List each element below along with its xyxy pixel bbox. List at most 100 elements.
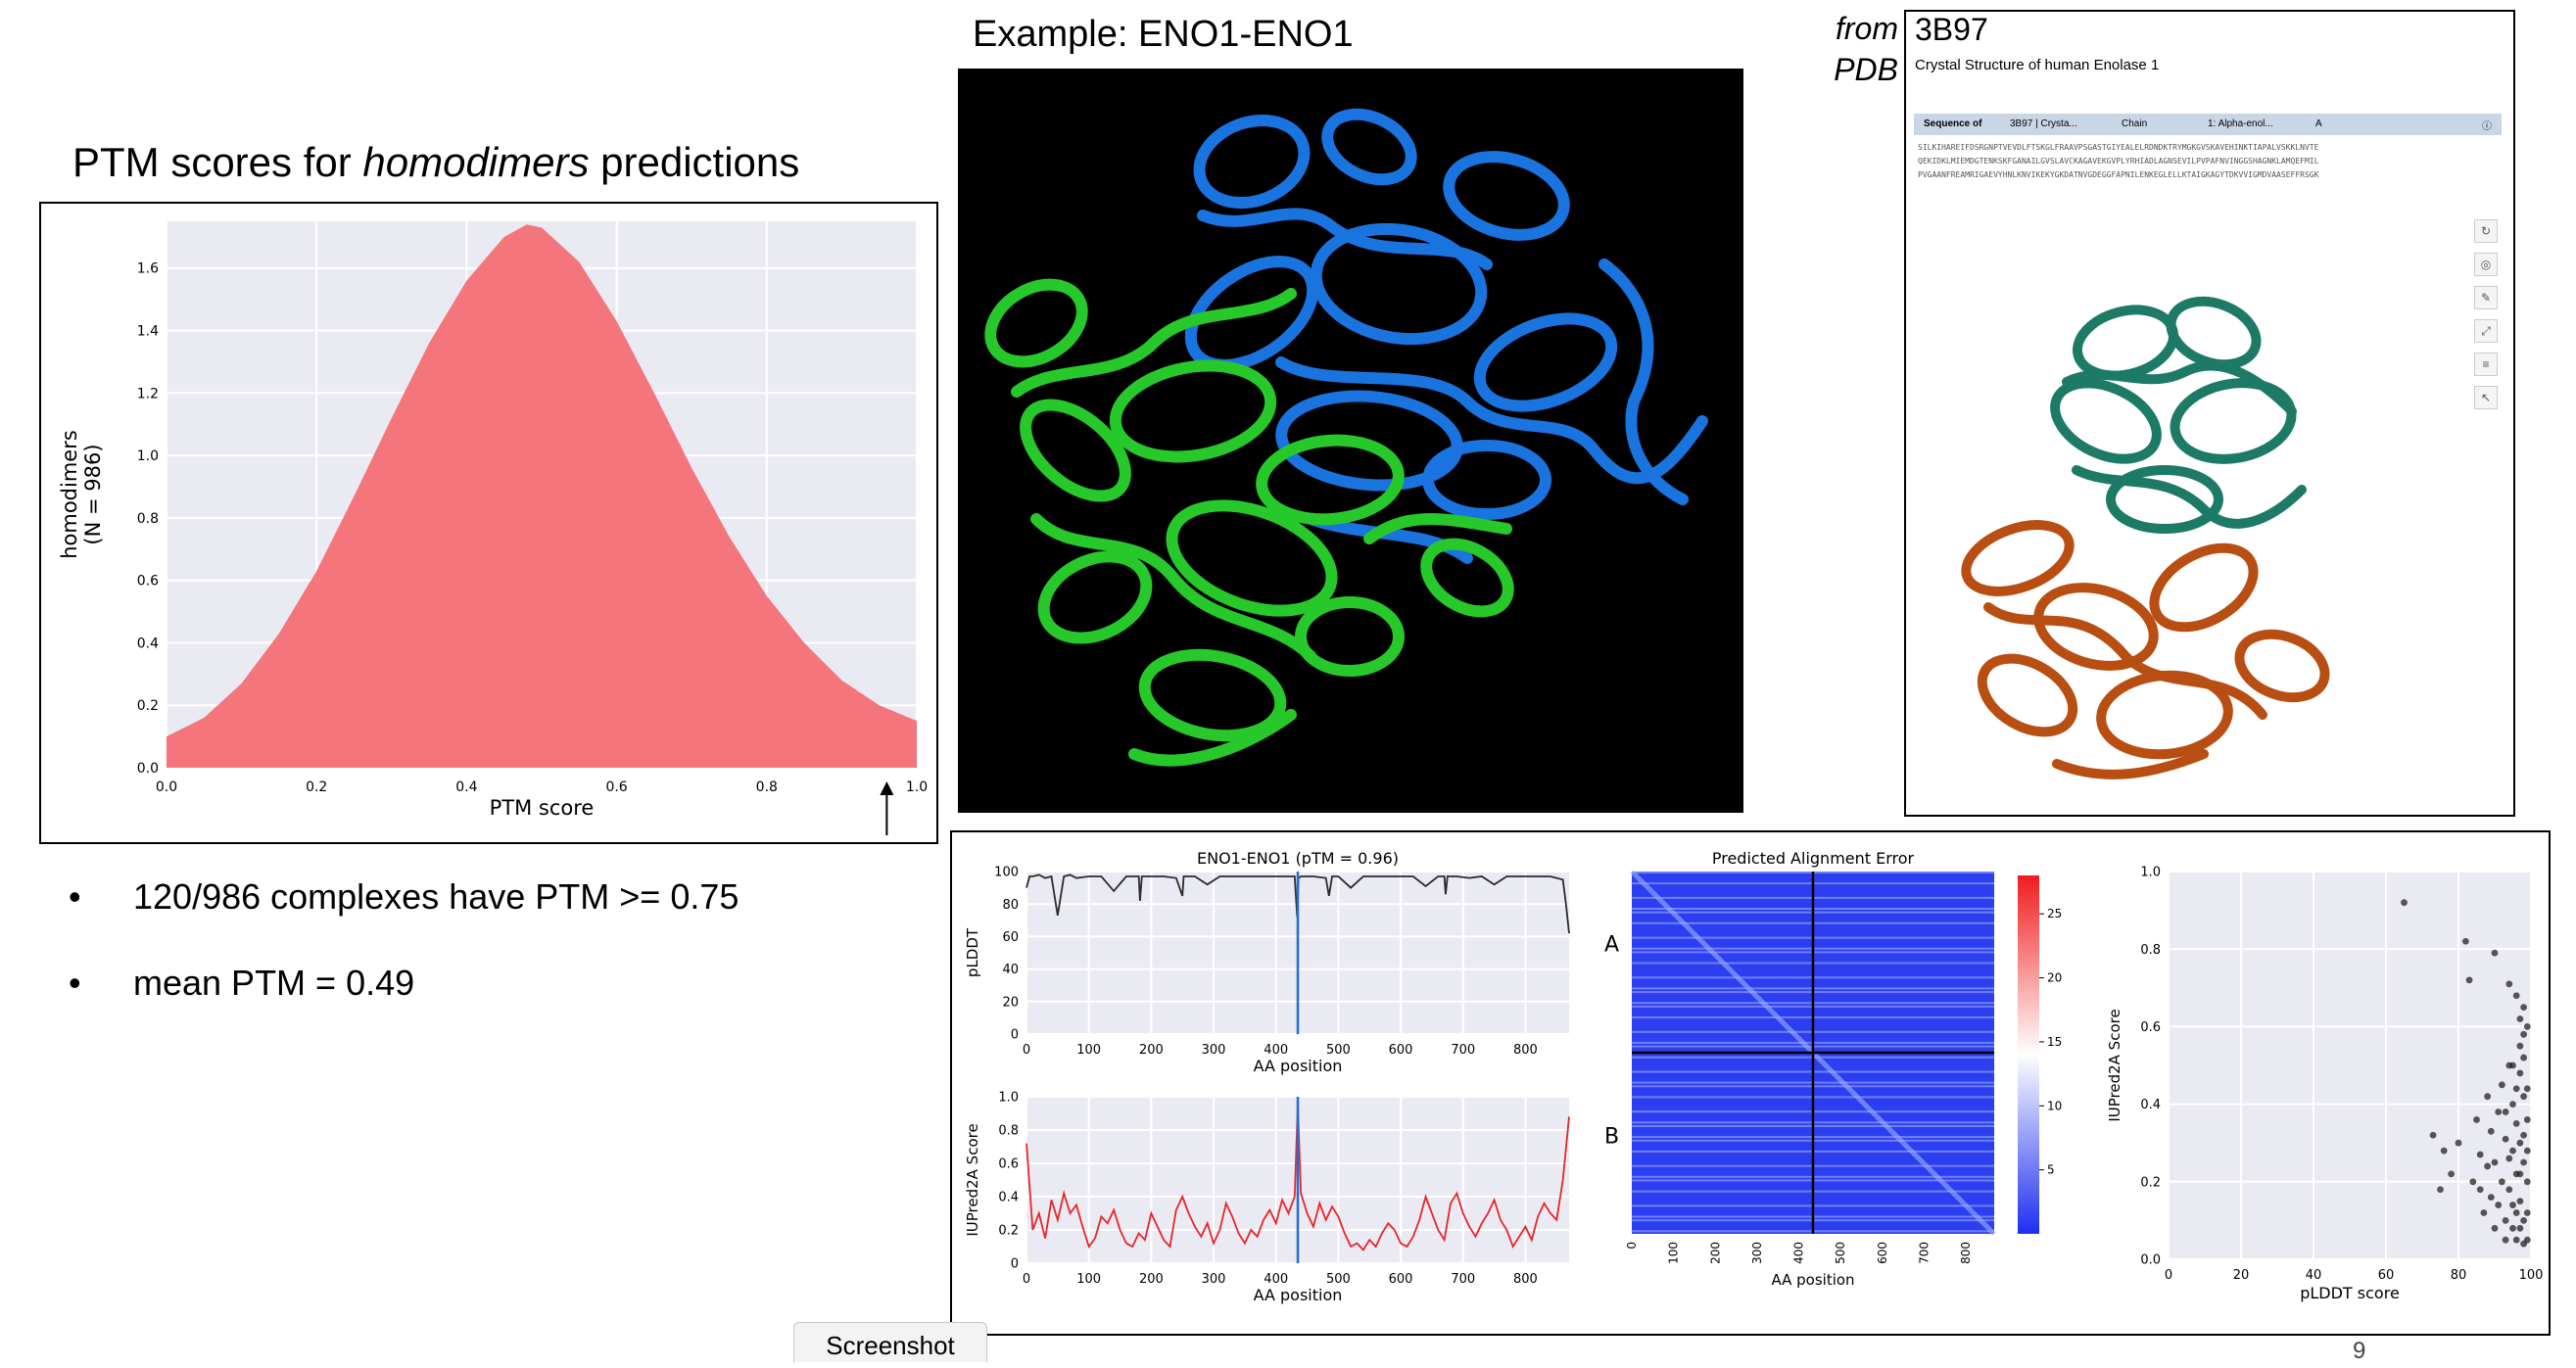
scatter-point <box>2512 992 2520 1000</box>
y-axis-label-line1: homodimers <box>58 430 81 559</box>
x-axis-label: AA position <box>1771 1271 1854 1289</box>
help-icon[interactable]: ⓘ <box>2482 121 2492 132</box>
x-axis-label: PTM score <box>490 796 595 820</box>
scatter-point <box>2523 1116 2531 1123</box>
x-tick-label: 700 <box>1451 1043 1475 1058</box>
scatter-point <box>2516 1139 2524 1147</box>
bullet-mean-ptm: mean PTM = 0.49 <box>69 963 739 1012</box>
chart-title: ENO1-ENO1 (pTM = 0.96) <box>1197 849 1399 868</box>
y-tick-label: 60 <box>1002 930 1019 945</box>
scatter-point <box>2429 1131 2437 1139</box>
wrench-icon[interactable]: ✎ <box>2474 286 2498 309</box>
y-tick-label: 1.2 <box>137 386 159 401</box>
x-tick-label: 0 <box>2165 1268 2172 1283</box>
x-tick-label: 80 <box>2451 1268 2467 1283</box>
y-axis-label-line2: (N = 986) <box>81 444 105 544</box>
x-tick-label: 400 <box>1792 1242 1806 1264</box>
entity-select[interactable]: 1: Alpha-enol... <box>2208 118 2273 129</box>
x-tick-label: 0 <box>1023 1043 1030 1058</box>
x-tick-label: 100 <box>1076 1272 1101 1287</box>
prediction-summary-panel: 0 100 200 300 400 500 600 700 800 0 20 40 60 80 100 AA … <box>950 830 2551 1336</box>
scatter-point <box>2512 1236 2520 1244</box>
y-tick-label: 1.4 <box>137 324 159 340</box>
scatter-point <box>2505 980 2513 988</box>
density-area <box>167 224 917 768</box>
chain-green-ribbon <box>984 278 1514 767</box>
scatter-point <box>2509 1224 2516 1232</box>
scatter-point <box>2520 1217 2527 1224</box>
asym-select[interactable]: A <box>2315 118 2322 129</box>
scatter-point <box>2520 1131 2527 1139</box>
predicted-structure-image <box>958 69 1743 813</box>
ptm-density-chart: 0.0 0.2 0.4 0.6 0.8 1.0 0.0 0.2 0.4 0.6 0.8 1.0 1.2 1… <box>58 221 928 835</box>
settings-icon[interactable]: ≡ <box>2474 353 2498 376</box>
x-tick-label: 300 <box>1202 1043 1226 1058</box>
scatter-point <box>2516 1224 2524 1232</box>
scatter-point <box>2523 1147 2531 1155</box>
x-tick-label: 0.6 <box>605 779 627 795</box>
scatter-point <box>2509 1061 2516 1069</box>
ptm-density-chart-panel: 0.0 0.2 0.4 0.6 0.8 1.0 0.0 0.2 0.4 0.6 0.8 1.0 1.2 1… <box>39 202 938 844</box>
reset-view-icon[interactable]: ↻ <box>2474 219 2498 243</box>
expand-icon[interactable]: ⤢ <box>2474 319 2498 343</box>
x-tick-label: 0.0 <box>156 779 177 795</box>
scatter-point <box>2523 1023 2531 1030</box>
x-tick-label: 300 <box>1750 1242 1764 1264</box>
scatter-point <box>2476 1186 2484 1194</box>
y-tick-label: 1.6 <box>137 261 159 277</box>
example-title: Example: ENO1-ENO1 <box>973 14 1354 55</box>
x-tick-label: 700 <box>1451 1272 1475 1287</box>
scatter-point <box>2455 1139 2462 1147</box>
x-axis-label: AA position <box>1254 1286 1343 1304</box>
y-axis-label: IUPred2A Score <box>964 1123 981 1236</box>
x-tick-label: 100 <box>1076 1043 1101 1058</box>
row-label-b: B <box>1604 1125 1619 1150</box>
y-tick-label: 0.8 <box>2140 943 2161 958</box>
scatter-point <box>2495 1202 2503 1208</box>
y-tick-label: 80 <box>1002 898 1019 913</box>
scatter-point <box>2523 1178 2531 1186</box>
y-tick-label: 0.8 <box>998 1124 1019 1139</box>
chain-select[interactable]: Chain <box>2122 118 2148 129</box>
y-tick-label: 100 <box>994 866 1019 880</box>
sequence-of-label: Sequence of <box>1924 118 1982 129</box>
x-tick-label: 200 <box>1139 1272 1164 1287</box>
colorbar-tick-label: 25 <box>2047 907 2062 920</box>
y-axis-label: pLDDT <box>964 927 981 977</box>
entry-select[interactable]: 3B97 | Crysta... <box>2010 118 2077 129</box>
x-tick-label: 700 <box>1917 1242 1931 1264</box>
scatter-point <box>2520 1240 2527 1248</box>
y-tick-label: 0.0 <box>137 761 159 777</box>
scatter-point <box>2487 1194 2495 1202</box>
sequence-line: PVGAANFREAMRIGAEVYHNLKNVIKEKYGKDATNVGDEG… <box>1918 170 2319 179</box>
chain-orange-ribbon <box>1961 520 2330 779</box>
y-tick-label: 0 <box>1011 1028 1019 1043</box>
colorbar-tick-label: 15 <box>2047 1035 2062 1049</box>
scatter-point <box>2520 1030 2527 1038</box>
scatter-point <box>2465 976 2473 984</box>
y-tick-label: 20 <box>1002 995 1019 1010</box>
scatter-point <box>2499 1081 2505 1089</box>
x-tick-label: 100 <box>2519 1268 2544 1283</box>
scatter-point <box>2520 1158 2527 1166</box>
screenshot-icon[interactable]: ◎ <box>2474 253 2498 276</box>
chain-teal-ribbon <box>2050 296 2307 534</box>
scatter-point <box>2516 1042 2524 1050</box>
sequence-toolbar: Sequence of 3B97 | Crysta... Chain 1: Al… <box>1914 114 2502 135</box>
annotation-arrow-head <box>880 781 894 795</box>
x-tick-label: 500 <box>1326 1043 1351 1058</box>
scatter-point <box>2502 1135 2509 1143</box>
scatter-point <box>2469 1178 2477 1186</box>
scatter-point <box>2484 1093 2491 1101</box>
pdb-structure-render <box>1961 296 2330 779</box>
x-tick-label: 0.2 <box>306 779 327 795</box>
pointer-icon[interactable]: ↖ <box>2474 386 2498 409</box>
x-tick-label: 1.0 <box>906 779 928 795</box>
scatter-point <box>2462 937 2469 945</box>
y-tick-label: 40 <box>1002 963 1019 977</box>
scatter-point <box>2401 899 2408 907</box>
y-tick-label: 0.8 <box>137 511 159 527</box>
screenshot-tab[interactable]: Screenshot <box>793 1322 987 1362</box>
scatter-point <box>2448 1170 2455 1178</box>
scatter-point <box>2491 1158 2499 1166</box>
